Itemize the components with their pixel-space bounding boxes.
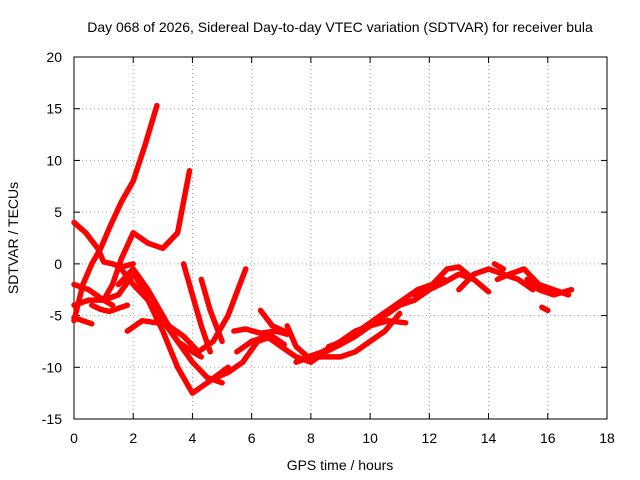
x-tick-label: 2 (129, 430, 137, 446)
y-tick-label: 5 (54, 204, 62, 220)
series-arc-15 (234, 333, 314, 365)
y-tick-label: 15 (46, 101, 62, 117)
series-arc-26 (539, 304, 551, 314)
series-arc-10 (124, 266, 249, 355)
series-arc-13 (213, 333, 287, 381)
chart-title: Day 068 of 2026, Sidereal Day-to-day VTE… (87, 19, 593, 35)
series-arc-24 (524, 276, 575, 298)
x-tick-label: 6 (248, 430, 256, 446)
series-arc-22 (456, 266, 536, 293)
series-arc-20 (325, 264, 477, 350)
x-tick-label: 0 (70, 430, 78, 446)
y-axis-label: SDTVAR / TECUs (5, 182, 21, 294)
y-tick-label: 20 (46, 49, 62, 65)
y-tick-label: 10 (46, 152, 62, 168)
x-tick-label: 10 (362, 430, 378, 446)
series-arc-1 (71, 271, 205, 360)
series-arc-11 (180, 261, 213, 355)
x-tick-label: 16 (540, 430, 556, 446)
x-tick-label: 18 (599, 430, 615, 446)
x-tick-label: 14 (481, 430, 497, 446)
x-tick-label: 12 (422, 430, 438, 446)
series-arc-7 (100, 168, 193, 303)
series-arc-2 (71, 102, 160, 324)
series-arc-14 (231, 326, 290, 337)
y-tick-label: -15 (42, 411, 62, 427)
series-arc-9 (118, 266, 231, 396)
axes: 0 2 4 6 8 10 12 14 16 18 -15 -10 -5 0 5 10 15 20 (42, 49, 615, 446)
series-arc-4 (71, 297, 116, 308)
y-tick-label: -10 (42, 359, 62, 375)
y-tick-label: -5 (50, 308, 63, 324)
x-tick-label: 8 (307, 430, 315, 446)
series-arc-6 (89, 302, 131, 315)
series-arc-16 (257, 307, 287, 334)
series-arc-18 (293, 310, 403, 365)
x-axis-label: GPS time / hours (287, 457, 394, 473)
series-arc-5 (71, 314, 95, 327)
data-series (71, 102, 575, 396)
x-tick-label: 4 (189, 430, 197, 446)
y-tick-label: 0 (54, 256, 62, 272)
series-arc-23 (494, 266, 572, 298)
series-arc-12 (198, 276, 225, 345)
series-arc-25 (491, 261, 507, 272)
series-arc-21 (411, 271, 492, 298)
plot-frame (73, 56, 608, 420)
